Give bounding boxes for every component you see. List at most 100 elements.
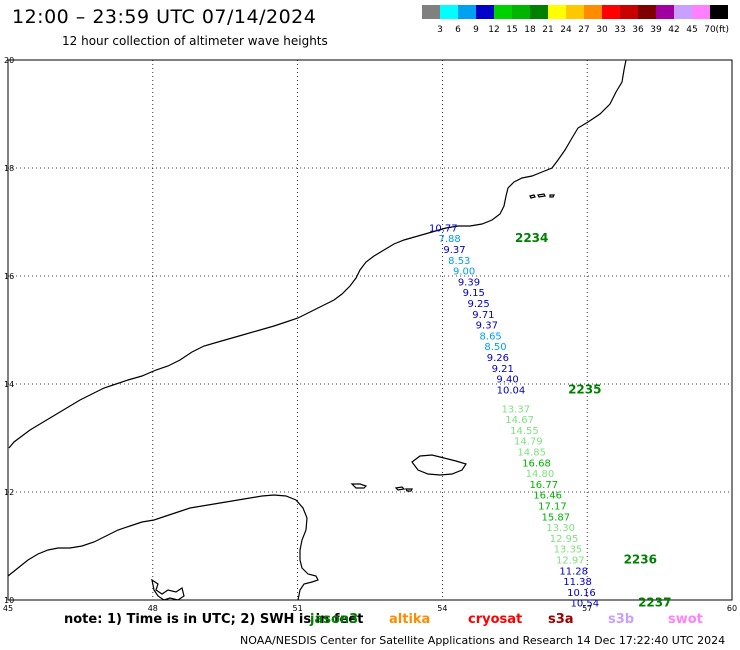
wave-height-points: 10.777.889.378.539.009.399.159.259.719.3… <box>429 223 599 609</box>
legend-swatch-18 <box>512 5 530 19</box>
wave-height-label: 14.80 <box>526 469 555 480</box>
wave-height-label: 16.77 <box>529 480 558 491</box>
lat-tick-label: 16 <box>4 272 14 281</box>
latitude-ticks: 10 12 14 16 18 20 <box>4 56 14 605</box>
lon-tick-label: 48 <box>148 604 158 613</box>
legend-swatch-45 <box>674 5 692 19</box>
legend-unit: (ft) <box>715 25 729 35</box>
legend-label: 42 <box>668 25 679 35</box>
wave-height-label: 10.54 <box>570 599 599 610</box>
legend-label: 45 <box>686 25 697 35</box>
map-gridlines <box>7 59 733 601</box>
color-legend: 3 6 9 12 15 18 21 24 27 30 33 36 39 42 45 70 (ft) <box>422 5 729 35</box>
lat-tick-label: 14 <box>4 380 14 389</box>
pass-labels: 2234 2235 2236 2237 <box>515 231 671 610</box>
legend-swatch-6 <box>440 5 458 19</box>
pass-number-label: 2235 <box>568 382 601 396</box>
legend-label: 12 <box>488 25 499 35</box>
wave-height-label: 9.40 <box>496 375 518 386</box>
longitude-ticks: 45 48 51 54 57 60 <box>3 604 737 613</box>
legend-swatch-12 <box>476 5 494 19</box>
mission-altika: altika <box>389 612 431 627</box>
legend-label: 70 <box>704 25 716 35</box>
wave-height-label: 9.26 <box>487 353 509 364</box>
legend-label: 30 <box>596 25 608 35</box>
pass-number-label: 2236 <box>624 553 657 567</box>
legend-swatch-15 <box>494 5 512 19</box>
wave-height-label: 9.37 <box>443 245 465 256</box>
wave-height-label: 9.37 <box>476 321 498 332</box>
small-island-1 <box>394 486 406 491</box>
coastline <box>7 59 627 601</box>
legend-swatch-33 <box>602 5 620 19</box>
mission-jason3: jason3 <box>310 612 359 627</box>
socotra-island <box>411 454 467 476</box>
mission-s3b: s3b <box>608 612 635 627</box>
legend-label: 9 <box>473 25 479 35</box>
legend-label: 3 <box>437 25 443 35</box>
wave-height-label: 10.77 <box>429 223 458 234</box>
wave-height-label: 9.00 <box>453 267 475 278</box>
wave-height-label: 11.28 <box>559 566 588 577</box>
lat-tick-label: 18 <box>4 164 14 173</box>
legend-swatch-39 <box>638 5 656 19</box>
note-text: note: 1) Time is in UTC; 2) SWH is in fe… <box>64 612 364 627</box>
wave-height-label: 9.21 <box>492 364 514 375</box>
wave-height-label: 13.37 <box>501 404 530 415</box>
pass-number-label: 2237 <box>638 596 671 610</box>
mission-s3a: s3a <box>548 612 574 627</box>
legend-label: 36 <box>632 25 644 35</box>
wave-height-label: 17.17 <box>538 502 567 513</box>
footer-credit: NOAA/NESDIS Center for Satellite Applica… <box>240 634 726 647</box>
legend-label: 15 <box>506 25 517 35</box>
legend-swatch-24 <box>548 5 566 19</box>
legend-label: 39 <box>650 25 662 35</box>
legend-label: 6 <box>455 25 461 35</box>
legend-swatch-9 <box>458 5 476 19</box>
map-title: 12:00 – 23:59 UTC 07/14/2024 <box>12 6 317 28</box>
wave-height-label: 9.39 <box>458 277 480 288</box>
wave-height-label: 8.53 <box>448 256 470 267</box>
wave-height-label: 15.87 <box>542 512 571 523</box>
wave-height-label: 13.30 <box>546 523 575 534</box>
wave-height-label: 9.25 <box>467 299 489 310</box>
wave-height-label: 12.95 <box>550 534 579 545</box>
lon-tick-label: 45 <box>3 604 13 613</box>
coastal-islet <box>151 578 185 601</box>
lat-tick-label: 10 <box>4 596 14 605</box>
lat-tick-label: 20 <box>4 56 14 65</box>
wave-height-label: 14.55 <box>510 426 539 437</box>
legend-label: 18 <box>524 25 536 35</box>
lat-tick-label: 12 <box>4 488 14 497</box>
mission-cryosat: cryosat <box>468 612 523 627</box>
wave-height-label: 9.71 <box>472 310 494 321</box>
legend-swatch-36 <box>620 5 638 19</box>
wave-height-label: 10.16 <box>567 588 596 599</box>
somali-coastline <box>7 494 319 601</box>
legend-swatch-21 <box>530 5 548 19</box>
wave-height-label: 14.85 <box>517 448 546 459</box>
map-subtitle: 12 hour collection of altimeter wave hei… <box>62 34 328 48</box>
legend-swatch-30 <box>584 5 602 19</box>
wave-height-label: 12.97 <box>556 556 585 567</box>
lon-tick-label: 57 <box>582 604 592 613</box>
legend-label: 24 <box>560 25 572 35</box>
wave-height-label: 14.79 <box>514 437 543 448</box>
small-island-2 <box>405 488 413 492</box>
legend-swatch-27 <box>566 5 584 19</box>
lon-tick-label: 54 <box>437 604 447 613</box>
legend-swatch-3 <box>422 5 440 19</box>
wave-height-label: 16.46 <box>533 491 562 502</box>
wave-height-label: 8.65 <box>480 331 502 342</box>
wave-height-label: 7.88 <box>439 234 461 245</box>
map-frame <box>7 59 733 601</box>
legend-label: 21 <box>542 25 553 35</box>
pass-number-label: 2234 <box>515 231 548 245</box>
lon-tick-label: 60 <box>727 604 737 613</box>
lon-tick-label: 51 <box>293 604 303 613</box>
legend-label: 27 <box>578 25 589 35</box>
wave-height-label: 13.35 <box>554 545 583 556</box>
arabian-coastline <box>8 59 627 449</box>
wave-height-label: 14.67 <box>505 415 534 426</box>
